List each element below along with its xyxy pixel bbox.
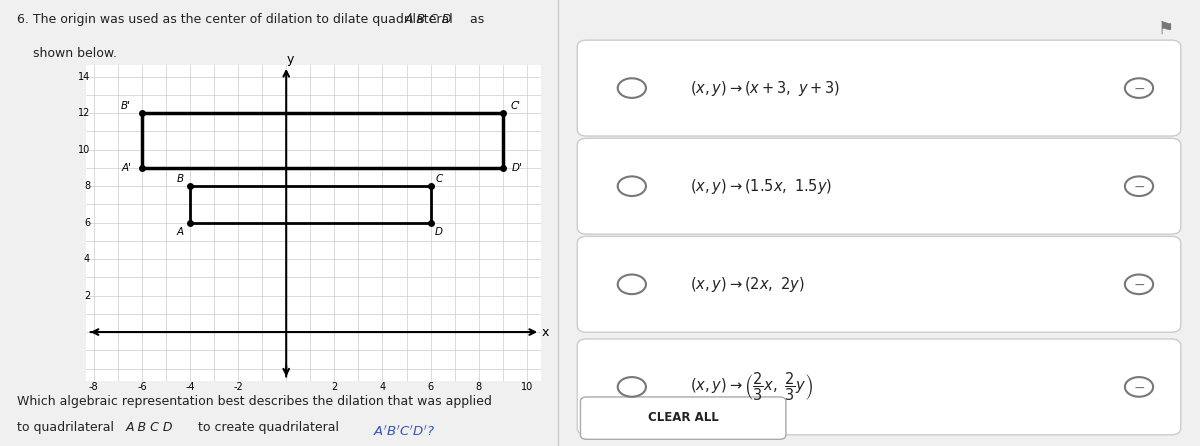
Text: 2: 2 xyxy=(84,290,90,301)
Text: 6. The origin was used as the center of dilation to dilate quadrilateral: 6. The origin was used as the center of … xyxy=(17,13,456,26)
Text: 10: 10 xyxy=(78,145,90,154)
FancyBboxPatch shape xyxy=(577,236,1181,332)
Text: 4: 4 xyxy=(84,254,90,264)
Text: 8: 8 xyxy=(475,382,481,392)
Text: $-$: $-$ xyxy=(1133,179,1145,193)
Text: A': A' xyxy=(121,163,131,173)
Text: -4: -4 xyxy=(185,382,194,392)
Text: shown below.: shown below. xyxy=(34,47,118,60)
FancyBboxPatch shape xyxy=(577,138,1181,234)
Text: x: x xyxy=(541,326,550,339)
Text: $-$: $-$ xyxy=(1133,81,1145,95)
Text: as: as xyxy=(466,13,484,26)
FancyBboxPatch shape xyxy=(581,397,786,439)
Text: A B C D: A B C D xyxy=(126,421,173,434)
Text: 12: 12 xyxy=(78,108,90,118)
Text: to create quadrilateral: to create quadrilateral xyxy=(194,421,343,434)
Text: -6: -6 xyxy=(137,382,146,392)
Text: B': B' xyxy=(121,101,131,111)
Text: C: C xyxy=(436,174,443,184)
Text: $(x, y)\rightarrow (1.5x,\ 1.5y)$: $(x, y)\rightarrow (1.5x,\ 1.5y)$ xyxy=(690,177,832,196)
Text: -2: -2 xyxy=(233,382,242,392)
Text: y: y xyxy=(287,53,294,66)
Text: 14: 14 xyxy=(78,71,90,82)
Text: CLEAR ALL: CLEAR ALL xyxy=(648,411,719,425)
Text: 8: 8 xyxy=(84,181,90,191)
Text: 6: 6 xyxy=(427,382,433,392)
Text: to quadrilateral: to quadrilateral xyxy=(17,421,118,434)
Text: $-$: $-$ xyxy=(1133,277,1145,291)
Text: Which algebraic representation best describes the dilation that was applied: Which algebraic representation best desc… xyxy=(17,395,492,408)
Text: 6: 6 xyxy=(84,218,90,227)
Text: $-$: $-$ xyxy=(1133,380,1145,394)
Text: A B C D: A B C D xyxy=(404,13,452,26)
Text: 2: 2 xyxy=(331,382,337,392)
Text: D: D xyxy=(434,227,443,237)
Text: ⚑: ⚑ xyxy=(1158,20,1175,38)
Text: $(x, y)\rightarrow (x + 3,\ y + 3)$: $(x, y)\rightarrow (x + 3,\ y + 3)$ xyxy=(690,78,840,98)
Text: 4: 4 xyxy=(379,382,385,392)
Text: C': C' xyxy=(511,101,521,111)
FancyBboxPatch shape xyxy=(577,40,1181,136)
Text: $(x, y)\rightarrow \left(\dfrac{2}{3}x,\ \dfrac{2}{3}y\right)$: $(x, y)\rightarrow \left(\dfrac{2}{3}x,\… xyxy=(690,371,812,403)
Text: $A'B'C'D'$?: $A'B'C'D'$? xyxy=(373,425,434,439)
Text: 10: 10 xyxy=(521,382,533,392)
Text: $(x, y)\rightarrow (2x,\ 2y)$: $(x, y)\rightarrow (2x,\ 2y)$ xyxy=(690,275,804,294)
Text: B: B xyxy=(176,174,184,184)
Text: -8: -8 xyxy=(89,382,98,392)
Text: D': D' xyxy=(511,163,523,173)
FancyBboxPatch shape xyxy=(577,339,1181,435)
Text: A: A xyxy=(176,227,184,237)
